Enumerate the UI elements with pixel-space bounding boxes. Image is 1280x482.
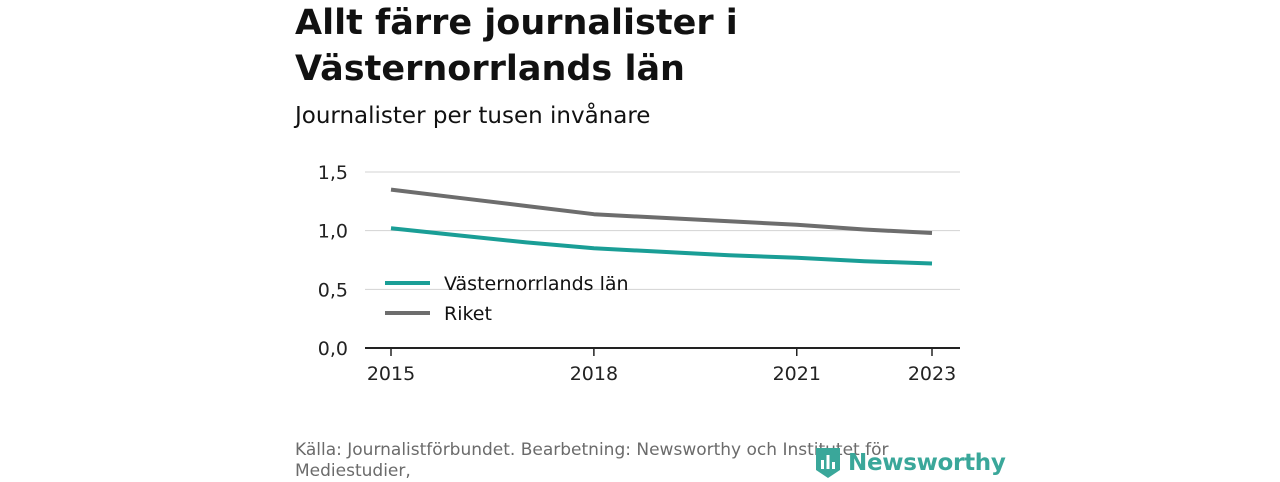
x-tick-label: 2023: [908, 363, 956, 385]
series-line: [390, 226, 933, 266]
series-line: [390, 187, 933, 235]
source-note: Källa: Journalistförbundet. Bearbetning:…: [295, 440, 889, 481]
x-tick-label: 2015: [367, 363, 415, 385]
newsworthy-logo-icon: [816, 448, 840, 478]
y-tick-label: 0,0: [318, 338, 348, 360]
brand-logo: Newsworthy: [814, 446, 1006, 480]
x-tick-label: 2018: [570, 363, 618, 385]
x-tick-label: 2021: [773, 363, 821, 385]
chart-title: Allt färre journalister i Västernorrland…: [295, 3, 738, 89]
y-tick-label: 1,5: [318, 162, 348, 184]
y-tick-label: 1,0: [318, 221, 348, 243]
chart-subtitle: Journalister per tusen invånare: [295, 103, 651, 129]
y-tick-label: 0,5: [318, 279, 348, 301]
brand-name: Newsworthy: [848, 450, 1006, 476]
legend-label: Västernorrlands län: [444, 273, 629, 295]
legend-label: Riket: [444, 303, 492, 325]
